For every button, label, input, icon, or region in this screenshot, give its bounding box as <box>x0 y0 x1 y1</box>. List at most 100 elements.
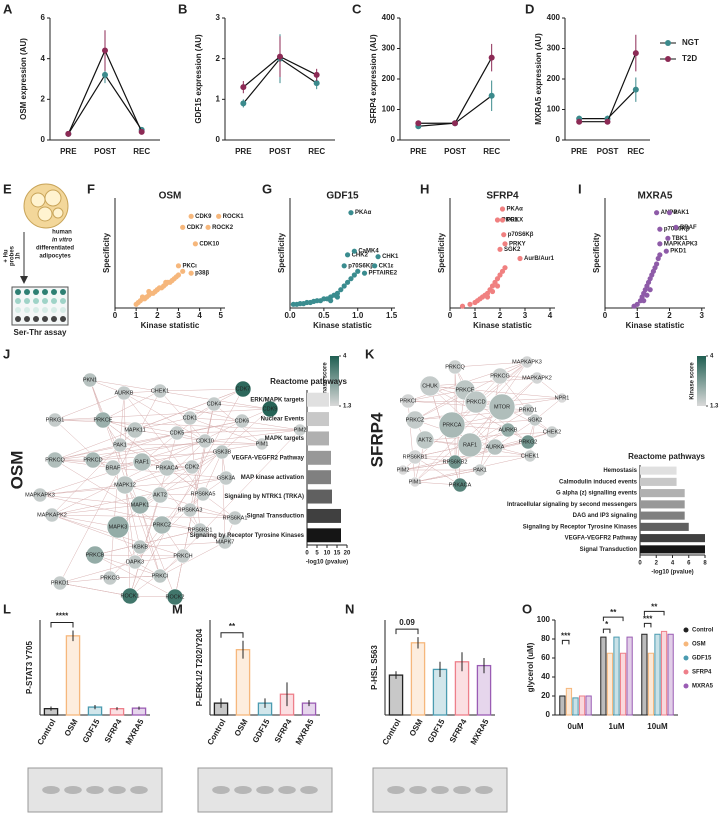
x-tick-label: 15 <box>334 551 341 557</box>
point <box>348 276 354 282</box>
y-tick-label: 300 <box>382 44 396 53</box>
node-label: MAPK7 <box>216 539 235 545</box>
point <box>499 268 506 274</box>
point <box>372 263 378 269</box>
y-tick-label: 400 <box>547 13 561 22</box>
chart-title: Reactome pathways <box>628 452 705 461</box>
x-tick-label: 0 <box>638 561 642 567</box>
point <box>632 86 639 93</box>
panel-label: G <box>262 181 272 196</box>
network-edge <box>109 575 161 579</box>
well <box>42 307 48 313</box>
well <box>33 316 39 322</box>
point <box>361 270 368 276</box>
node-label: RPS6KA1 <box>223 515 248 521</box>
point <box>665 235 671 241</box>
network-edge <box>429 385 496 448</box>
network-edge <box>134 555 184 563</box>
panel-label: E <box>3 181 12 196</box>
y-axis-label: Specificity <box>102 232 111 273</box>
x-tick-label: SFRP4 <box>103 717 124 744</box>
network-edge <box>124 484 141 548</box>
side-label: SFRP4 <box>367 412 386 467</box>
blot-band <box>130 786 148 794</box>
node-label: PAK1 <box>473 467 487 473</box>
point <box>497 246 503 252</box>
x-tick-label: REC <box>627 147 644 156</box>
point <box>484 294 491 300</box>
node-label: PKN1 <box>83 377 97 383</box>
network-node <box>528 413 542 427</box>
node-label: ROCK2 <box>166 594 185 600</box>
significance-label: ** <box>229 622 236 631</box>
significance-bracket <box>602 628 611 634</box>
y-tick-label: 100 <box>382 105 396 114</box>
point-label: ROCK1 <box>223 214 245 220</box>
y-axis-label: P-ERK1/2 T202/Y204 <box>195 628 204 706</box>
node-label: CDK1 <box>183 415 198 421</box>
cell <box>37 206 53 222</box>
well <box>51 289 57 295</box>
node-label: PRKACA <box>156 465 179 471</box>
well <box>33 298 39 304</box>
node-label: MAPK3 <box>109 524 128 530</box>
bar <box>640 466 677 475</box>
node-label: CHUK <box>422 383 438 389</box>
network-edge <box>117 440 206 528</box>
point-label: MAPKAPK3 <box>664 241 698 247</box>
bar <box>640 511 685 520</box>
blot-band <box>234 786 252 794</box>
node-label: AKT2 <box>153 492 167 498</box>
cell-text: in vitro <box>52 238 72 244</box>
point <box>216 213 222 219</box>
diagram-e: human in vitro differentiated adipocytes… <box>4 183 74 337</box>
node-label: NPR1 <box>555 395 570 401</box>
network-edge <box>189 509 236 519</box>
significance-label: ** <box>651 603 658 612</box>
network-node <box>197 433 213 449</box>
well <box>15 307 21 313</box>
cell-text: adipocytes <box>39 254 71 260</box>
node-label: IKBKB <box>132 544 149 550</box>
point-label: PFTAIRE2 <box>369 271 398 277</box>
bar <box>65 635 81 716</box>
network-node <box>397 464 409 476</box>
network-edge <box>123 392 204 495</box>
x-tick-label: GDF15 <box>251 717 272 744</box>
node-label: CDK4 <box>207 401 222 407</box>
point <box>489 283 496 289</box>
network-edge <box>139 466 193 506</box>
blot-band <box>387 786 405 794</box>
point <box>175 263 182 269</box>
network-node <box>227 510 243 526</box>
cell <box>30 192 46 208</box>
network-node <box>85 545 105 565</box>
y-tick-label: 4 <box>41 54 46 63</box>
colorbar-tick-label: 4 <box>343 354 347 360</box>
point <box>102 71 108 78</box>
colorbar-tick-label: 4 <box>710 354 714 360</box>
x-tick-label: 6 <box>687 561 691 567</box>
point-label: PKG1 <box>502 218 519 224</box>
network-edge <box>123 392 243 422</box>
arrow-head <box>20 276 28 284</box>
x-tick-label: 3 <box>523 311 528 320</box>
y-axis-label: P-STAT3 Y705 <box>25 641 34 694</box>
point <box>647 287 653 293</box>
network-edge <box>59 577 111 584</box>
network-edge <box>241 420 301 431</box>
bar <box>307 412 329 427</box>
y-tick-label: 2 <box>41 94 46 103</box>
network-edge <box>54 392 125 421</box>
legend-marker <box>683 627 689 633</box>
y-tick-label: Signaling by Receptor Tyrosine Kinases <box>190 533 305 539</box>
well <box>24 316 30 322</box>
node-label: AURKB <box>115 390 134 396</box>
node-label: DAPK3 <box>126 559 144 565</box>
well <box>24 289 30 295</box>
colorbar <box>697 356 706 406</box>
y-axis-label: MXRA5 expression (AU) <box>534 33 543 125</box>
bar <box>640 500 685 509</box>
network-node <box>521 403 535 417</box>
bar <box>585 695 592 716</box>
